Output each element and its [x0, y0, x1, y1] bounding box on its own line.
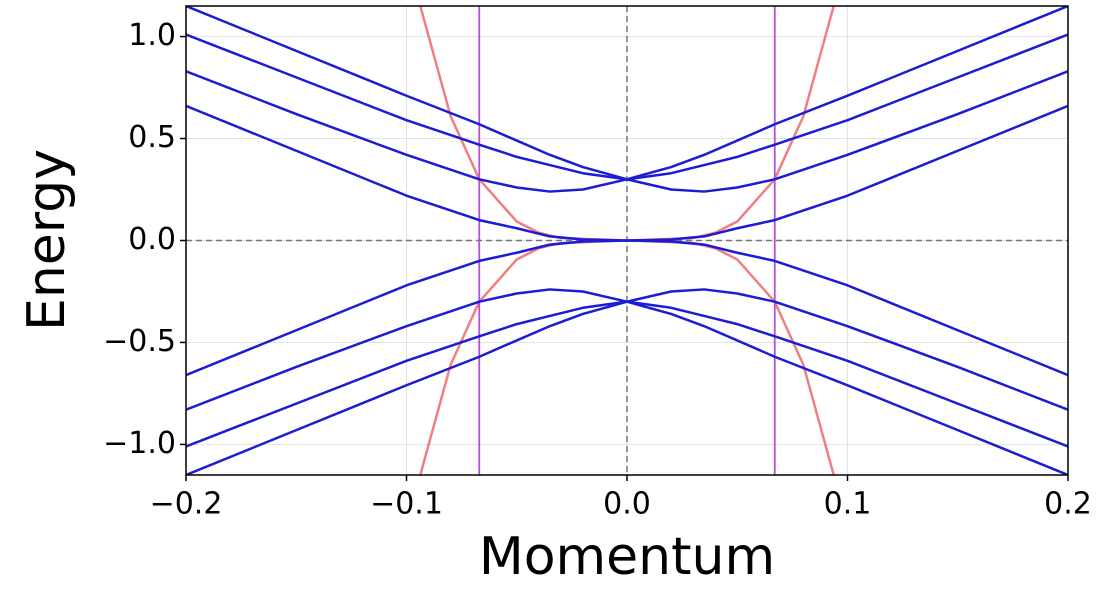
x-axis-label: Momentum — [479, 527, 775, 587]
line-series — [186, 300, 1068, 475]
line-series — [186, 70, 1068, 193]
x-tick-label: 0.1 — [824, 487, 872, 522]
plot-frame — [185, 5, 1069, 476]
y-tick-label: 0.0 — [128, 222, 176, 257]
y-tick-label: −0.5 — [103, 324, 176, 359]
y-tick-label: 0.5 — [128, 120, 176, 155]
x-tick-label: 0.2 — [1044, 487, 1092, 522]
x-tick-label: −0.1 — [370, 487, 443, 522]
y-tick-label: 1.0 — [128, 18, 176, 53]
y-tick-label: −1.0 — [103, 426, 176, 461]
line-series — [186, 239, 1068, 377]
x-tick-label: 0.0 — [603, 487, 651, 522]
x-tick-label: −0.2 — [150, 487, 223, 522]
plot-area — [186, 6, 1068, 475]
y-axis-label: Energy — [17, 149, 77, 331]
